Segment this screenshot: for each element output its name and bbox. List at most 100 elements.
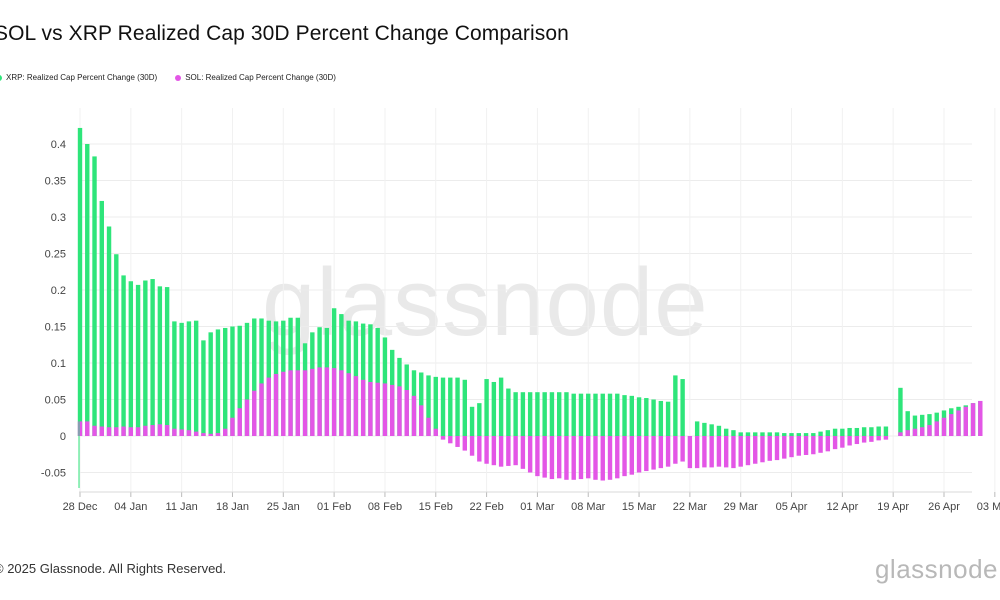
sol-bar [259,383,264,436]
sol-bar [135,427,141,436]
legend-swatch-sol [175,74,182,81]
sol-bar [556,436,562,479]
sol-bar [411,395,417,436]
sol-bar [600,436,605,481]
sol-bar [77,421,83,436]
xrp-bar [208,332,213,436]
xrp-bar [593,393,598,436]
sol-bar [513,436,518,466]
xrp-bar [796,433,801,436]
sol-bar [615,436,620,479]
sol-bar [716,436,722,467]
sol-bar [956,410,961,436]
xrp-bar [85,144,90,436]
sol-bar [789,436,794,458]
xrp-bar [520,392,526,436]
sol-bar [281,371,286,436]
xrp-bar [571,393,576,436]
sol-bar [92,425,97,436]
sol-bar [375,382,380,436]
xrp-bar [92,156,97,436]
y-tick-label: 0 [60,431,66,443]
xrp-bar [106,226,112,436]
y-tick-label: 0.3 [51,212,66,224]
xrp-bar [607,393,613,436]
x-tick-label: 15 Mar [622,501,657,513]
y-tick-label: 0.25 [45,249,66,261]
xrp-bar [193,320,199,436]
sol-bar [397,386,402,436]
y-tick-label: 0.1 [51,358,66,370]
x-tick-label: 01 Mar [520,501,555,513]
sol-bar [694,436,700,469]
xrp-bar [360,323,366,436]
xrp-bar [854,427,860,436]
sol-bar [549,436,555,480]
sol-bar [571,436,576,480]
xrp-bar [644,398,649,436]
legend-item-xrp[interactable]: XRP: Realized Cap Percent Change (30D) [0,73,157,82]
sol-bar [237,408,242,436]
y-tick-label: 0.15 [45,322,66,334]
xrp-bar [535,392,540,436]
xrp-bar [128,281,134,436]
xrp-bar [920,414,925,436]
sol-bar [941,417,947,436]
sol-bar [869,436,874,442]
sol-bar [745,436,751,466]
sol-bar [658,436,664,469]
sol-bar [121,426,126,436]
sol-bar [498,436,504,467]
sol-bar [818,436,823,453]
sol-bar [368,381,373,436]
xrp-bar [745,432,751,436]
sol-bar [244,399,250,436]
xrp-bar [114,254,119,436]
xrp-bar [179,322,184,436]
sol-bar [186,430,192,436]
y-tick-label: 0.35 [45,176,66,188]
sol-bar [223,428,228,436]
xrp-bar [825,430,831,436]
sol-bar [629,436,634,475]
sol-bar [861,436,867,443]
sol-bar [542,436,547,478]
xrp-bar [77,127,83,436]
xrp-bar [651,399,656,436]
sol-bar [832,436,838,450]
sol-bar [331,368,337,436]
xrp-bar [99,200,104,436]
xrp-bar [673,375,678,436]
xrp-bar [702,422,707,436]
sol-bar [317,367,322,436]
xrp-bar [506,388,511,436]
sol-bar [215,433,221,436]
xrp-bar [840,428,845,436]
legend-item-sol[interactable]: SOL: Realized Cap Percent Change (30D) [175,73,336,82]
xrp-bar [542,392,547,436]
xrp-bar [876,426,881,436]
sol-bar [593,436,598,480]
xrp-bar [368,324,373,436]
sol-bar [382,383,388,436]
xrp-bar [586,393,591,436]
sol-bar [680,436,685,462]
xrp-bar [883,426,889,436]
xrp-bar [513,392,518,436]
sol-bar [636,436,642,473]
sol-bar [324,367,330,436]
xrp-bar [847,427,852,436]
xrp-bar [462,379,468,436]
sol-bar [506,436,511,466]
sol-bar [854,436,860,445]
sol-bar [164,425,170,436]
sol-bar [273,373,279,436]
sol-bar [179,429,184,436]
y-tick-label: 0.2 [51,285,66,297]
xrp-bar [738,432,743,436]
xrp-bar [774,432,780,436]
sol-bar [578,436,584,480]
sol-bar [723,436,729,468]
xrp-bar [636,397,642,436]
xrp-bar [615,393,620,436]
